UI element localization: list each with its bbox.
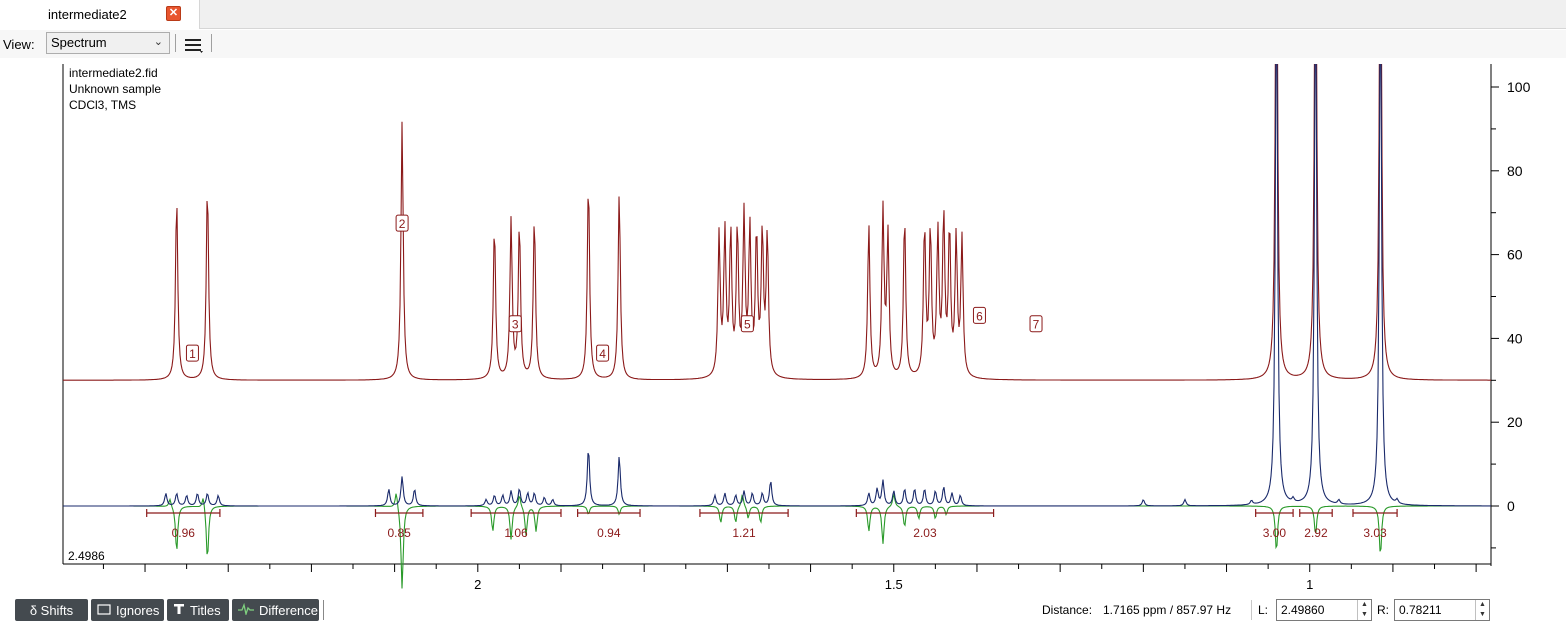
solvent-info: CDCl3, TMS	[69, 98, 137, 112]
sample-name: Unknown sample	[69, 82, 162, 96]
peak-label-box[interactable]	[508, 315, 522, 333]
right-limit-input[interactable]: 0.78211 ▲ ▼	[1394, 599, 1490, 621]
x-tick-label: 2	[474, 577, 481, 592]
shifts-button-label: δ Shifts	[29, 602, 74, 618]
tab-intermediate2[interactable]: intermediate2 ✕	[0, 0, 200, 29]
tab-bar: intermediate2 ✕	[0, 0, 1566, 29]
y-tick-label: 20	[1507, 414, 1523, 430]
peak-label-box[interactable]	[1029, 315, 1043, 333]
spectrum-wave-icon	[238, 602, 254, 618]
left-limit-readout: 2.4986	[68, 549, 105, 563]
shifts-button[interactable]: δ Shifts	[15, 599, 88, 621]
toolbar-separator	[175, 34, 176, 52]
simulated-spectrum-line	[63, 64, 1491, 507]
toolbar-separator	[211, 34, 212, 52]
text-t-icon	[173, 603, 185, 618]
difference-button[interactable]: Difference	[232, 599, 319, 621]
view-toolbar	[0, 30, 1566, 58]
y-tick-label: 40	[1507, 330, 1523, 346]
view-select-value: Spectrum	[51, 35, 107, 50]
peak-label-box[interactable]	[972, 306, 986, 324]
peak-label[interactable]: 3	[512, 318, 519, 332]
y-tick-label: 100	[1507, 79, 1531, 95]
titles-button-label: Titles	[190, 602, 221, 618]
tab-label: intermediate2	[48, 7, 127, 22]
peak-label-box[interactable]	[395, 214, 409, 232]
integral-value[interactable]: 3.03	[1363, 526, 1387, 540]
reference-spectrum-line	[63, 64, 1491, 381]
hamburger-menu-icon[interactable]	[184, 37, 204, 53]
x-tick-label: 1	[1306, 577, 1313, 592]
peak-label-box[interactable]	[185, 344, 199, 362]
peak-label[interactable]: 1	[189, 347, 196, 361]
view-select[interactable]: Spectrum ⌄	[46, 32, 170, 54]
integral-value[interactable]: 1.06	[504, 526, 528, 540]
spin-arrows-icon[interactable]: ▲ ▼	[1475, 600, 1489, 620]
distance-label: Distance:	[1042, 603, 1093, 617]
integral-value[interactable]: 2.92	[1304, 526, 1328, 540]
left-limit-value: 2.49860	[1281, 603, 1325, 617]
peak-label[interactable]: 2	[399, 217, 406, 231]
difference-button-label: Difference	[259, 602, 319, 618]
view-label: View:	[3, 37, 35, 52]
nmr-spectrum-plot[interactable]: 2 1.5 1 100 80 60 40 20 0 2.4986 1 2 3 4 5 6 7 0.96 0.85 1.…	[0, 62, 1566, 596]
y-tick-label: 0	[1507, 498, 1515, 514]
close-icon[interactable]: ✕	[166, 6, 181, 21]
spin-arrows-icon[interactable]: ▲ ▼	[1357, 600, 1371, 620]
peak-label[interactable]: 4	[599, 347, 606, 361]
rectangle-icon	[97, 603, 111, 618]
toolbar-separator	[323, 600, 324, 620]
integral-value[interactable]: 3.00	[1263, 526, 1287, 540]
right-limit-value: 0.78211	[1399, 603, 1442, 617]
left-limit-label: L:	[1258, 603, 1269, 617]
distance-value: 1.7165 ppm / 857.97 Hz	[1103, 603, 1232, 617]
peak-label[interactable]: 7	[1033, 318, 1040, 332]
ignores-button[interactable]: Ignores	[91, 599, 164, 621]
y-tick-label: 80	[1507, 163, 1523, 179]
integral-value[interactable]: 2.03	[913, 526, 937, 540]
peak-label-box[interactable]	[596, 344, 610, 362]
integral-value[interactable]: 0.85	[388, 526, 412, 540]
y-tick-label: 60	[1507, 247, 1523, 263]
peak-label-box[interactable]	[740, 315, 754, 333]
status-separator	[1251, 600, 1252, 620]
chevron-down-icon: ⌄	[153, 36, 163, 48]
right-limit-label: R:	[1377, 603, 1389, 617]
left-limit-input[interactable]: 2.49860 ▲ ▼	[1276, 599, 1372, 621]
integral-value[interactable]: 0.96	[172, 526, 196, 540]
file-name: intermediate2.fid	[69, 66, 158, 80]
x-tick-label: 1.5	[885, 577, 903, 592]
integral-value[interactable]: 1.21	[732, 526, 756, 540]
ignores-button-label: Ignores	[116, 602, 160, 618]
peak-label[interactable]: 5	[744, 318, 751, 332]
difference-spectrum-line	[63, 492, 1491, 589]
integral-value[interactable]: 0.94	[597, 526, 621, 540]
titles-button[interactable]: Titles	[167, 599, 229, 621]
peak-label[interactable]: 6	[976, 309, 983, 323]
